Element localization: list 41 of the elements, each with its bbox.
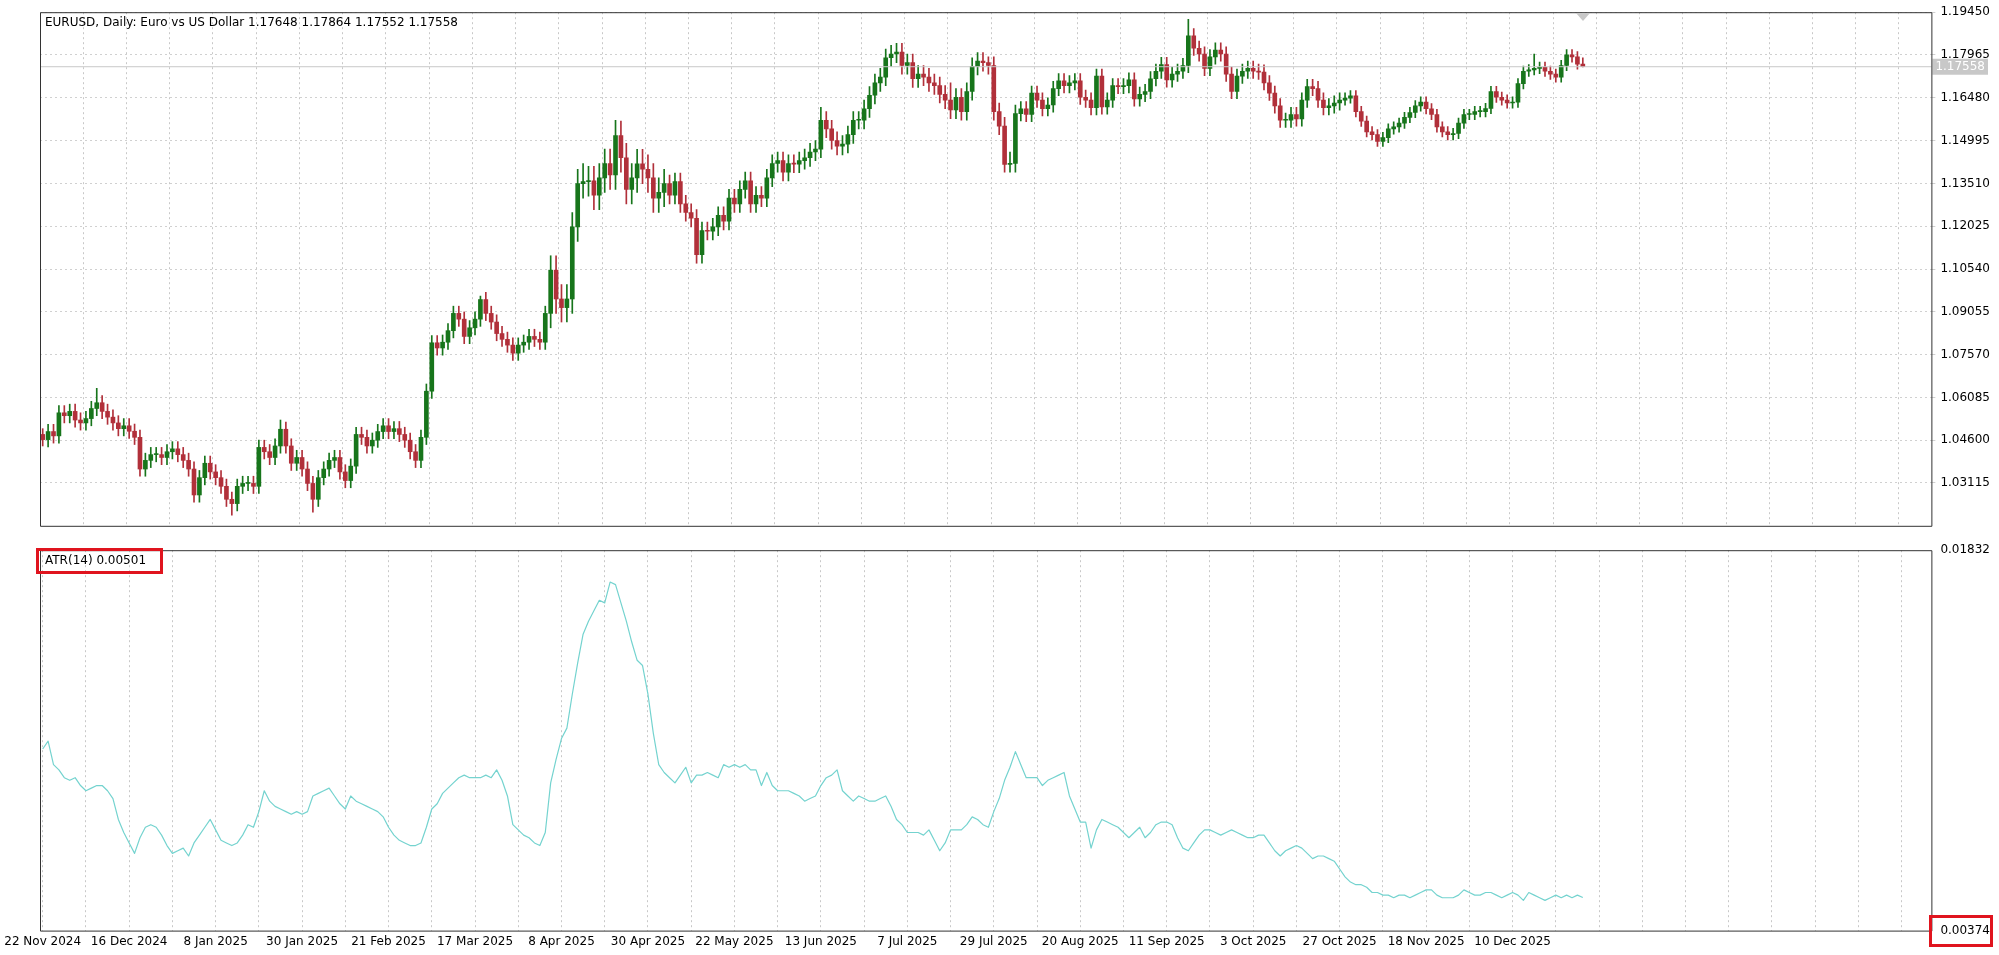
candlestick: [391, 421, 397, 440]
x-tick-label: 13 Jun 2025: [784, 933, 857, 948]
y-tick-label: 1.10540: [1940, 261, 1990, 276]
chart-title: ATR(14) 0.00501: [45, 553, 147, 568]
candlestick: [1115, 78, 1121, 95]
candlestick: [877, 68, 883, 92]
x-tick-label: 10 Dec 2025: [1474, 933, 1551, 948]
y-tick-label: 0.01832: [1940, 542, 1990, 557]
x-tick-label: 17 Mar 2025: [436, 933, 514, 948]
y-tick-label: 1.14995: [1940, 132, 1990, 147]
x-tick-label: 30 Jan 2025: [266, 933, 339, 948]
y-tick-label: 1.07570: [1940, 346, 1990, 361]
candlestick: [1218, 42, 1224, 62]
x-tick-label: 30 Apr 2025: [610, 933, 686, 948]
candlestick: [656, 177, 662, 213]
candlestick: [121, 418, 127, 437]
y-tick-label: 1.03115: [1940, 475, 1990, 490]
x-tick-label: 7 Jul 2025: [877, 933, 938, 948]
y-tick-label: 1.09055: [1940, 303, 1990, 318]
x-tick-label: 11 Sep 2025: [1128, 933, 1205, 948]
x-tick-label: 8 Apr 2025: [528, 933, 595, 948]
x-tick-label: 18 Nov 2025: [1387, 933, 1465, 948]
chart-title: EURUSD, Daily: Euro vs US Dollar 1.17648 1.17864 1.17552 1.17558: [45, 15, 459, 30]
y-tick-label: 1.06085: [1940, 389, 1990, 404]
x-tick-label: 8 Jan 2025: [183, 933, 248, 948]
x-tick-label: 20 Aug 2025: [1041, 933, 1119, 948]
y-tick-label: 1.12025: [1940, 218, 1990, 233]
x-tick-label: 22 May 2025: [695, 933, 774, 948]
y-tick-label: 0.00374: [1940, 922, 1990, 937]
y-tick-label: 1.04600: [1940, 432, 1990, 447]
x-tick-label: 22 Nov 2024: [4, 933, 82, 948]
y-tick-label: 1.16480: [1940, 89, 1990, 104]
x-tick-label: 16 Dec 2024: [90, 933, 168, 948]
y-tick-label: 1.19450: [1940, 4, 1990, 19]
y-tick-label: 1.13510: [1940, 175, 1990, 190]
x-tick-label: 21 Feb 2025: [351, 933, 426, 948]
x-tick-label: 3 Oct 2025: [1219, 933, 1287, 948]
x-tick-label: 27 Oct 2025: [1302, 933, 1377, 948]
candlestick: [710, 217, 716, 241]
candlestick: [61, 405, 67, 424]
x-tick-label: 29 Jul 2025: [959, 933, 1028, 948]
